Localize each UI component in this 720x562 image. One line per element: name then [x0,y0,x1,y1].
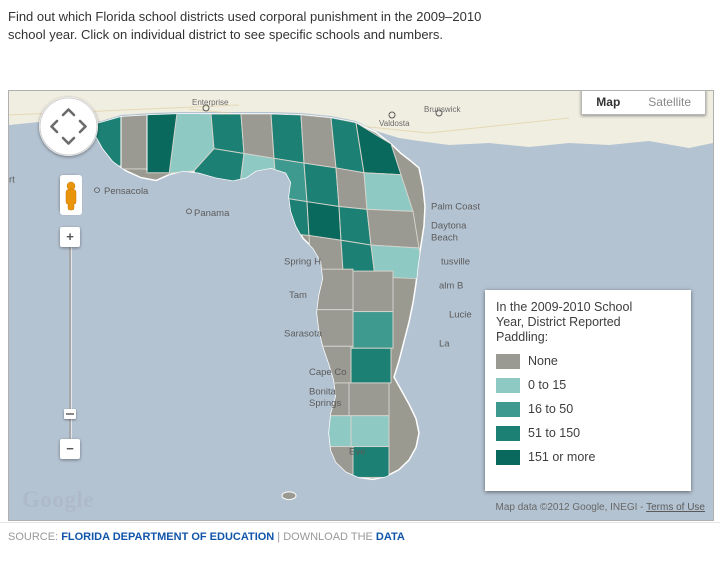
svg-text:Tam: Tam [289,290,307,300]
svg-text:Panama: Panama [194,208,230,218]
svg-text:Springs: Springs [309,398,342,408]
svg-text:Bonita: Bonita [309,387,337,397]
svg-text:alm B: alm B [439,281,463,291]
svg-text:Pensacola: Pensacola [104,186,149,196]
svg-text:Valdosta: Valdosta [379,119,410,128]
svg-text:Sarasota: Sarasota [284,329,323,339]
svg-text:Brunswick: Brunswick [424,105,461,114]
svg-text:rt: rt [9,175,15,185]
svg-text:Beach: Beach [431,232,458,242]
svg-text:tusville: tusville [441,257,470,267]
svg-text:Daytona: Daytona [431,221,467,231]
svg-text:Lucie: Lucie [449,310,472,320]
svg-text:Palm Coast: Palm Coast [431,202,481,212]
svg-text:La: La [439,338,450,348]
svg-text:Cape Co: Cape Co [309,367,346,377]
svg-text:Eve: Eve [349,446,365,456]
svg-text:Spring H: Spring H [284,257,321,267]
svg-text:Enterprise: Enterprise [192,98,229,107]
